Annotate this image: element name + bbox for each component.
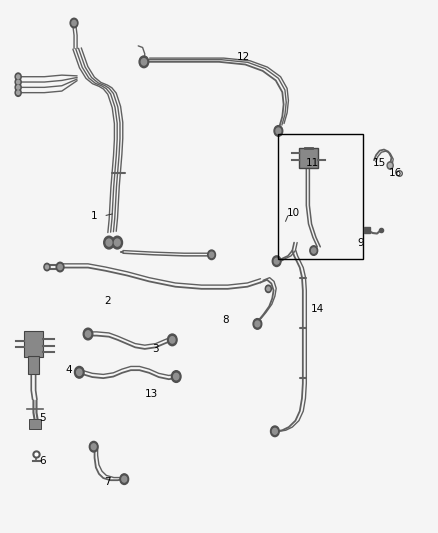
Circle shape [171, 370, 181, 382]
Circle shape [387, 162, 393, 169]
Circle shape [17, 75, 20, 78]
Circle shape [311, 248, 316, 253]
Text: 8: 8 [222, 314, 229, 325]
Text: 5: 5 [39, 413, 46, 423]
Bar [24, 332, 43, 357]
Circle shape [120, 474, 129, 484]
Text: 16: 16 [389, 168, 403, 179]
Bar [299, 148, 318, 168]
Circle shape [122, 476, 127, 482]
Bar [278, 134, 363, 259]
Circle shape [104, 236, 114, 249]
Circle shape [208, 250, 215, 260]
Circle shape [255, 321, 260, 327]
Circle shape [44, 263, 50, 271]
Circle shape [276, 128, 281, 134]
Text: 7: 7 [104, 477, 111, 487]
Circle shape [77, 369, 82, 376]
Circle shape [74, 367, 84, 378]
Circle shape [265, 285, 272, 293]
Circle shape [112, 236, 123, 249]
Circle shape [58, 264, 62, 270]
Circle shape [46, 265, 49, 269]
Circle shape [72, 20, 76, 26]
Circle shape [271, 426, 279, 437]
Circle shape [15, 78, 21, 86]
Text: 13: 13 [145, 389, 158, 399]
Circle shape [272, 256, 281, 266]
Circle shape [70, 18, 78, 28]
Text: 2: 2 [104, 296, 111, 306]
Circle shape [310, 246, 318, 255]
Circle shape [274, 126, 283, 136]
Circle shape [91, 444, 96, 450]
Circle shape [274, 259, 279, 264]
Circle shape [272, 429, 277, 434]
Text: 6: 6 [39, 456, 46, 465]
Circle shape [85, 331, 91, 337]
Circle shape [56, 262, 64, 272]
Circle shape [15, 73, 21, 80]
Circle shape [17, 80, 20, 84]
Bar [28, 357, 39, 374]
Circle shape [170, 337, 175, 343]
Circle shape [253, 319, 262, 329]
Text: 12: 12 [237, 52, 250, 61]
Circle shape [389, 164, 392, 167]
Circle shape [139, 56, 149, 68]
Bar [29, 419, 41, 429]
Text: 4: 4 [65, 365, 72, 375]
Circle shape [141, 59, 147, 65]
Text: 9: 9 [357, 238, 364, 247]
Circle shape [209, 252, 214, 257]
Circle shape [17, 85, 20, 89]
Text: 1: 1 [91, 211, 98, 221]
Circle shape [106, 239, 112, 246]
Circle shape [173, 373, 179, 379]
Circle shape [17, 91, 20, 94]
Circle shape [15, 89, 21, 96]
Text: 15: 15 [373, 158, 386, 168]
Circle shape [89, 441, 98, 452]
Text: 3: 3 [152, 344, 159, 354]
Text: 11: 11 [306, 158, 319, 168]
Circle shape [167, 334, 177, 346]
Circle shape [83, 328, 93, 340]
Text: 14: 14 [311, 304, 324, 314]
Text: 10: 10 [286, 208, 300, 219]
Circle shape [267, 287, 270, 290]
Circle shape [15, 84, 21, 91]
Circle shape [114, 239, 120, 246]
